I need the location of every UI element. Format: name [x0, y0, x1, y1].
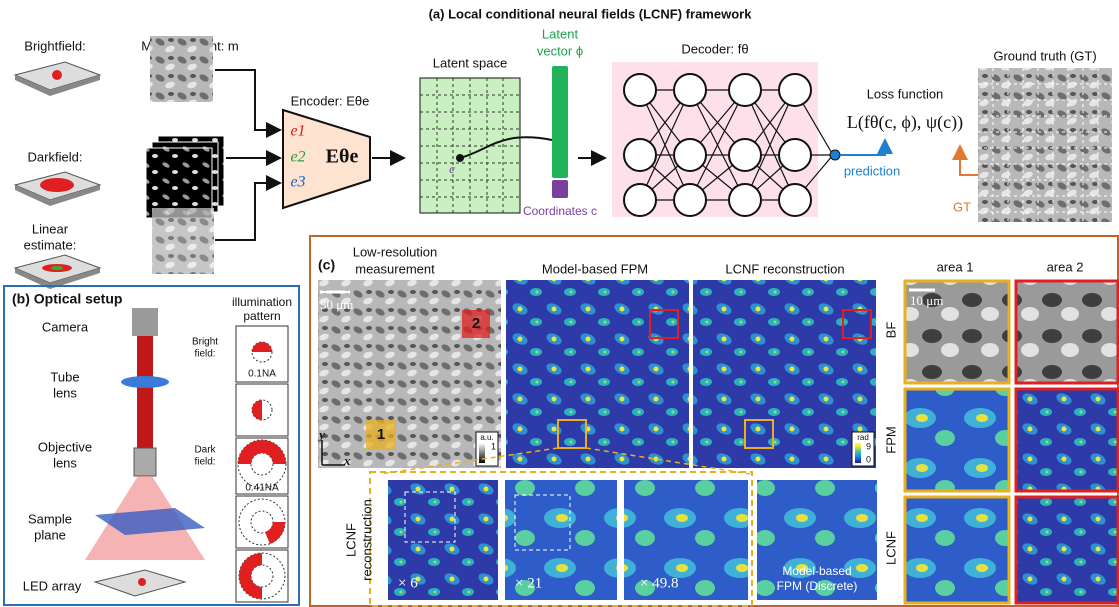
component-label: LED array — [23, 578, 82, 593]
encoder-label: Encoder: Eθe — [291, 93, 370, 108]
component-label: Sample — [28, 511, 72, 526]
latent-vector-label: vector ϕ — [537, 43, 583, 58]
colorbar-tick: 9 — [866, 441, 871, 451]
encoder-symbol: Eθe — [326, 146, 359, 168]
panel-a-title: (a) Local conditional neural fields (LCN… — [429, 6, 753, 21]
pattern-title: illumination — [232, 295, 292, 309]
row-label: BF — [883, 322, 898, 339]
prediction-label: prediction — [844, 163, 900, 178]
input-label: Linear — [32, 221, 69, 236]
component-label: Camera — [42, 319, 89, 334]
zoom-row-label: LCNF — [343, 523, 358, 557]
input-label: Brightfield: — [24, 38, 85, 53]
row-label: LCNF — [883, 531, 898, 565]
ground-truth-label: Ground truth (GT) — [993, 48, 1096, 63]
colorbar-tick: 1 — [491, 441, 496, 451]
na-label: 0.41NA — [245, 483, 279, 494]
coordinate-point: c — [449, 161, 455, 176]
fpm-image — [506, 280, 689, 468]
loss-expression: L(fθ(c, ϕ), ψ(c)) — [847, 112, 963, 133]
area-marker-label: 1 — [377, 426, 385, 443]
area-title: area 2 — [1047, 259, 1084, 274]
lcnf-image — [693, 280, 876, 468]
feature: e1 — [290, 123, 305, 140]
latent-space-label: Latent space — [433, 55, 507, 70]
gt-label: GT — [953, 199, 971, 214]
decoder-label: Decoder: fθ — [681, 41, 748, 56]
zoom-factor: × 21 — [515, 575, 542, 591]
page: (a) Local conditional neural fields (LCN… — [0, 0, 1119, 607]
input-label: Darkfield: — [28, 149, 83, 164]
component-label: lens — [53, 455, 77, 470]
loss-title: Loss function — [867, 86, 944, 101]
colorbar-phase — [855, 443, 861, 463]
input-label: estimate: — [24, 237, 77, 252]
latent-grid — [420, 78, 552, 213]
discrete-label: FPM (Discrete) — [777, 579, 858, 593]
latent-vector — [552, 66, 568, 178]
bright-field-label: field: — [194, 349, 215, 360]
scale-bar-label: 50 μm — [320, 297, 353, 312]
dark-field-label: field: — [194, 457, 215, 468]
coordinates-label: Coordinates c — [523, 204, 597, 218]
pattern-title: pattern — [243, 309, 280, 323]
axis-label: y — [317, 427, 325, 442]
zoom-factor: × 49.8 — [640, 575, 678, 591]
colorbar-gray — [479, 443, 485, 463]
column-label: LCNF reconstruction — [725, 261, 844, 276]
area-scale-bar-label: 10 μm — [910, 293, 943, 308]
linear-estimate-image — [152, 208, 214, 274]
decoder-network — [612, 62, 885, 217]
ground-truth-image — [978, 68, 1112, 222]
input-stages — [15, 62, 100, 289]
component-label: Tube — [50, 369, 79, 384]
dark-field-label: Dark — [194, 445, 216, 456]
colorbar-tick: 0 — [866, 454, 871, 464]
component-label: lens — [53, 385, 77, 400]
column-label: measurement — [355, 261, 435, 276]
panel-b-title: (b) Optical setup — [12, 291, 122, 307]
figure: (a) Local conditional neural fields (LCN… — [0, 0, 1119, 607]
na-label: 0.1NA — [248, 369, 276, 380]
zoom-factor: × 6 — [398, 575, 418, 591]
zoom-row-label: reconstruction — [359, 499, 374, 581]
microscope — [85, 308, 205, 596]
area-title: area 1 — [937, 259, 974, 274]
brightfield-image — [150, 36, 213, 102]
feature: e2 — [290, 149, 305, 166]
area-marker-label: 2 — [472, 315, 480, 332]
component-label: plane — [34, 527, 66, 542]
darkfield-stack — [146, 136, 224, 218]
column-label: Model-based FPM — [542, 261, 648, 276]
column-label: Low-resolution — [353, 244, 438, 259]
component-label: Objective — [38, 439, 92, 454]
illumination-patterns — [236, 326, 288, 602]
panel-c-label: (c) — [318, 257, 335, 273]
axis-label: x — [343, 453, 351, 468]
discrete-label: Model-based — [782, 564, 851, 578]
coordinate-vector — [552, 180, 568, 198]
latent-vector-label: Latent — [542, 26, 579, 41]
feature: e3 — [290, 174, 305, 191]
area-images — [905, 281, 1118, 603]
bright-field-label: Bright — [192, 337, 218, 348]
row-label: FPM — [883, 426, 898, 453]
